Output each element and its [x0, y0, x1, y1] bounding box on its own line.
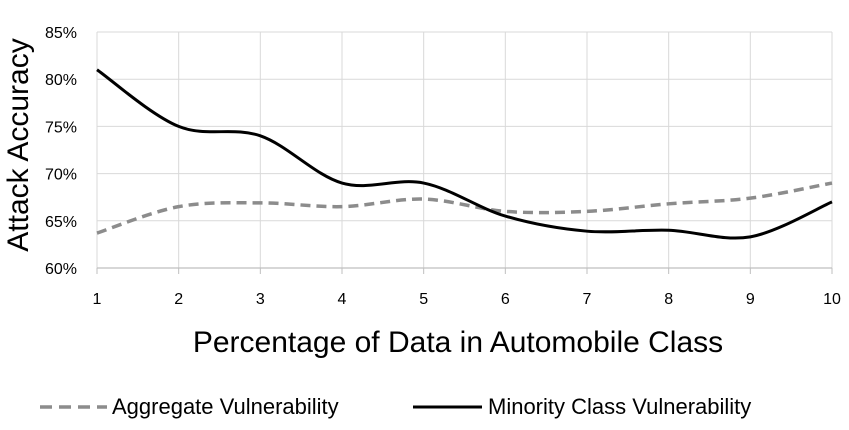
y-axis-title: Attack Accuracy: [2, 38, 35, 251]
x-tick-label: 10: [823, 291, 841, 308]
gridlines: [96, 31, 833, 268]
x-tick-label: 7: [583, 291, 592, 308]
x-axis-title: Percentage of Data in Automobile Class: [193, 326, 723, 359]
x-tick-label: 3: [256, 291, 265, 308]
y-tick-label: 60%: [45, 261, 77, 278]
x-tick-label: 8: [664, 291, 673, 308]
x-tick-label: 9: [746, 291, 755, 308]
x-tick-label: 5: [419, 291, 428, 308]
x-tick-label: 4: [338, 291, 347, 308]
x-tick-label: 6: [501, 291, 510, 308]
series-lines: [96, 68, 833, 240]
y-tick-label: 85%: [45, 25, 77, 42]
y-tick-label: 70%: [45, 167, 77, 184]
x-tick-label: 2: [174, 291, 183, 308]
series-line-aggregate: [96, 181, 833, 235]
x-tick-label: 1: [93, 291, 102, 308]
series-line-minority: [96, 68, 833, 240]
y-axis-ticks: 60% 65% 70% 75% 80% 85%: [45, 25, 77, 278]
axes: [96, 267, 833, 274]
x-axis-ticks: 1 2 3 4 5 6 7 8 9 10: [93, 291, 841, 308]
y-tick-label: 65%: [45, 214, 77, 231]
legend-label-aggregate: Aggregate Vulnerability: [112, 394, 339, 419]
y-tick-label: 80%: [45, 72, 77, 89]
y-tick-label: 75%: [45, 119, 77, 136]
legend: Aggregate Vulnerability Minority Class V…: [40, 394, 751, 419]
legend-label-minority: Minority Class Vulnerability: [488, 394, 751, 419]
